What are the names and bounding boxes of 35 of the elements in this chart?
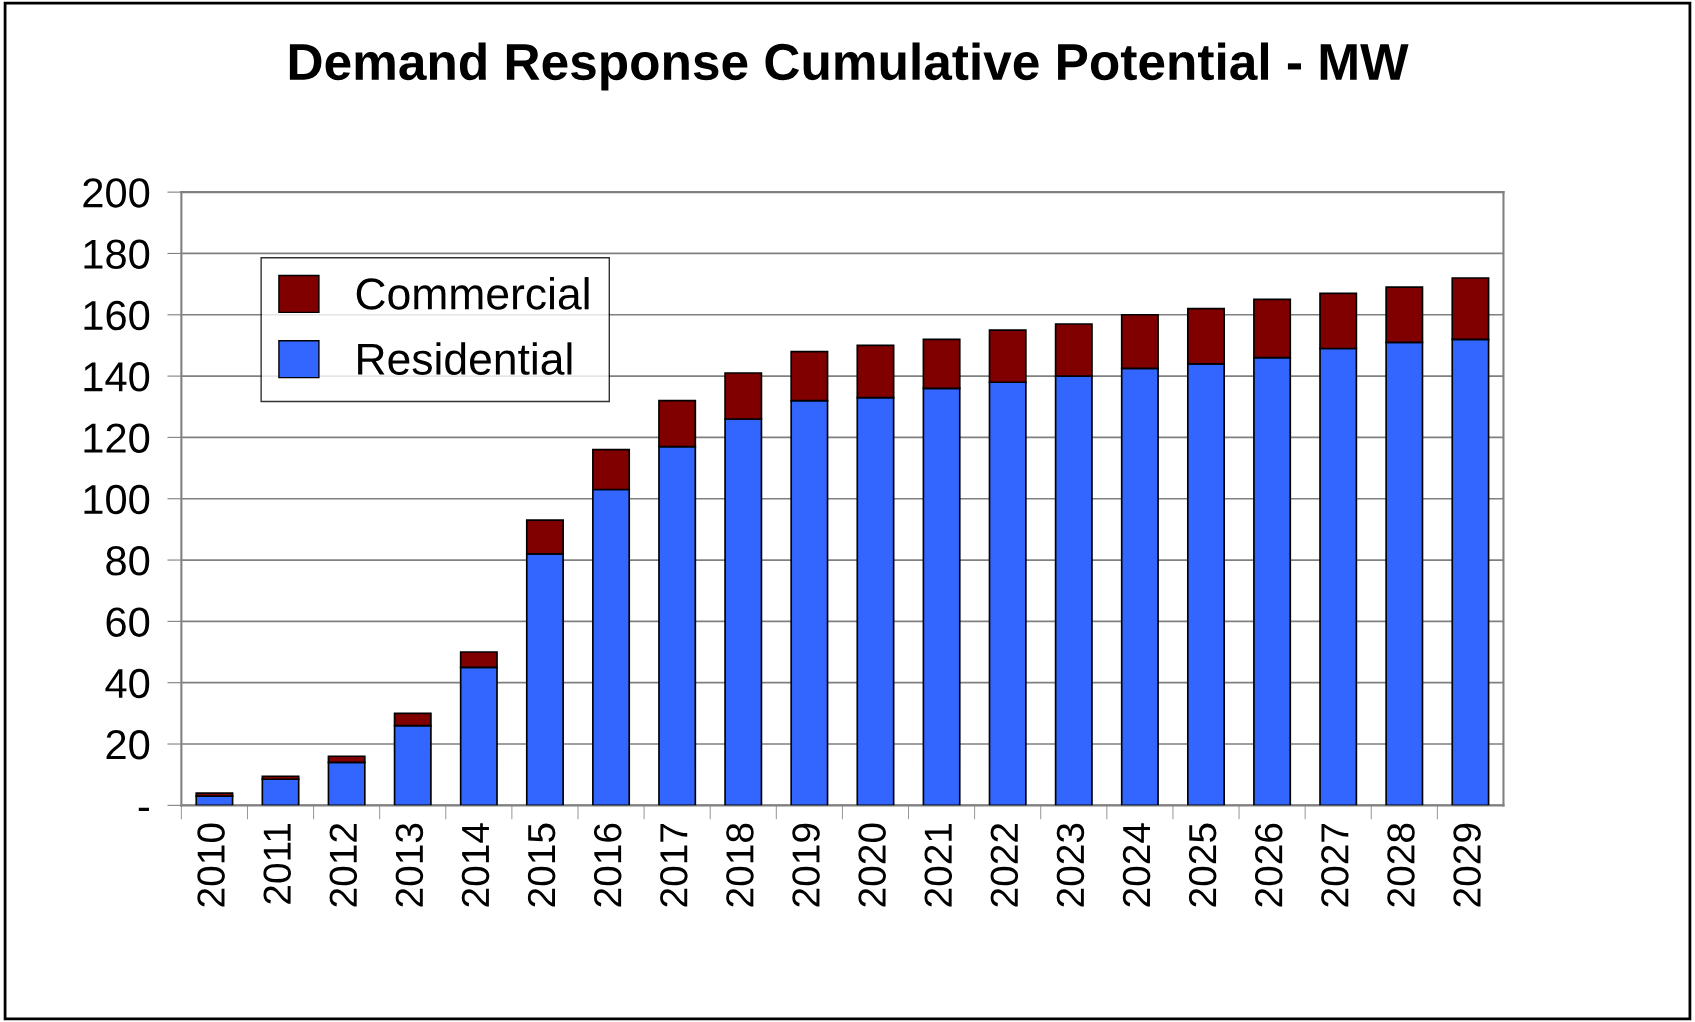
x-tick-label: 2027	[1321, 823, 1349, 907]
y-tick-label: 60	[106, 607, 150, 637]
x-tick-label: 2015	[527, 823, 556, 907]
legend-label: Commercial	[356, 277, 589, 310]
x-tick-label: 2013	[395, 823, 424, 907]
y-tick-label: 40	[105, 668, 150, 699]
x-tick-label: 2029	[1453, 823, 1481, 907]
bar	[261, 778, 300, 806]
x-tick-label: 2014	[461, 823, 490, 907]
x-tick-label: 2024	[1122, 823, 1151, 907]
x-tick-label: 2017	[660, 823, 688, 907]
chart-title: Demand Response Cumulative Potential - MW	[289, 42, 1409, 91]
x-tick-label: 2021	[924, 823, 953, 907]
y-tick-label: 120	[84, 423, 150, 453]
x-tick-label: 2022	[990, 823, 1019, 907]
y-tick-label: 180	[84, 239, 150, 269]
x-tick-label: 2010	[197, 823, 225, 907]
x-tick-label: 2026	[1255, 823, 1283, 907]
x-tick-label: 2020	[858, 823, 886, 907]
x-tick-label: 2019	[792, 823, 820, 907]
y-tick-label: -	[138, 807, 149, 811]
y-tick-label: 20	[106, 730, 150, 760]
x-tick-label: 2023	[1056, 823, 1085, 907]
y-tick-label: 80	[106, 546, 150, 576]
legend-label: Residential	[358, 342, 572, 375]
x-tick-label: 2011	[263, 823, 291, 904]
x-tick-label: 2016	[593, 823, 622, 907]
y-tick-label: 100	[84, 484, 150, 515]
x-tick-label: 2025	[1188, 823, 1217, 907]
y-tick-label: 140	[84, 362, 150, 392]
x-tick-label: 2012	[329, 823, 358, 907]
y-tick-label: 200	[83, 178, 150, 208]
y-tick-label: 160	[84, 300, 150, 331]
x-tick-label: 2018	[726, 823, 754, 907]
x-tick-label: 2028	[1387, 823, 1415, 907]
